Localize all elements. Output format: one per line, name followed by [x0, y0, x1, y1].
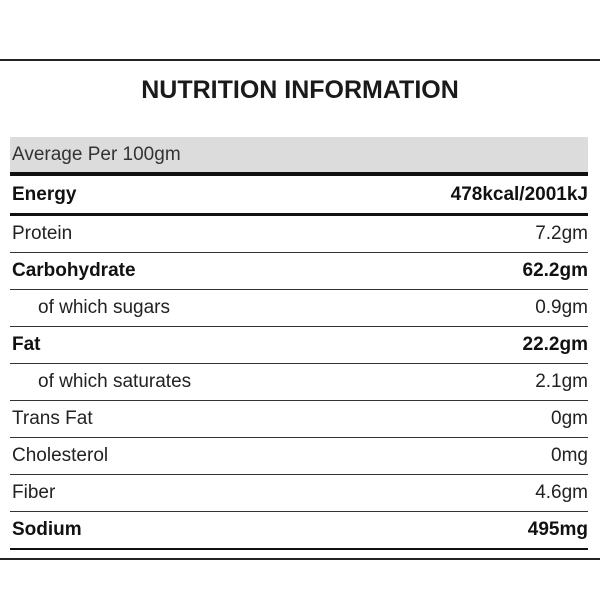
- row-label: Sodium: [12, 519, 82, 540]
- row-value: 7.2gm: [535, 223, 588, 244]
- table-header: Average Per 100gm: [10, 137, 588, 176]
- row-label: Energy: [12, 184, 77, 205]
- row-label: Trans Fat: [12, 408, 93, 429]
- row-label: Fat: [12, 334, 41, 355]
- row-label: Cholesterol: [12, 445, 109, 466]
- row-value: 495mg: [527, 519, 588, 540]
- row-value: 22.2gm: [522, 334, 588, 355]
- row-value: 0mg: [551, 445, 588, 466]
- table-row: of which sugars 0.9gm: [10, 290, 588, 327]
- row-label: of which saturates: [38, 371, 192, 392]
- row-value: 478kcal/2001kJ: [450, 184, 588, 205]
- table-row: Carbohydrate 62.2gm: [10, 253, 588, 290]
- nutrition-table: Average Per 100gm Energy 478kcal/2001kJ Pr…: [10, 137, 588, 550]
- top-rule: [0, 59, 600, 61]
- table-row: Trans Fat 0gm: [10, 401, 588, 438]
- row-value: 62.2gm: [522, 260, 588, 281]
- table-row: Fat 22.2gm: [10, 327, 588, 364]
- row-value: 0.9gm: [535, 297, 588, 318]
- table-row: Energy 478kcal/2001kJ: [10, 176, 588, 216]
- row-value: 2.1gm: [535, 371, 588, 392]
- row-label: Protein: [12, 223, 73, 244]
- row-value: 4.6gm: [535, 482, 588, 503]
- table-row: Protein 7.2gm: [10, 216, 588, 253]
- title: NUTRITION INFORMATION: [141, 76, 459, 104]
- row-label: Carbohydrate: [12, 260, 136, 281]
- bottom-rule: [0, 558, 600, 560]
- row-value: 0gm: [551, 408, 588, 429]
- table-row: of which saturates 2.1gm: [10, 364, 588, 401]
- row-label: of which sugars: [38, 297, 171, 318]
- table-row: Cholesterol 0mg: [10, 438, 588, 475]
- table-row: Fiber 4.6gm: [10, 475, 588, 512]
- table-row: Sodium 495mg: [10, 512, 588, 550]
- row-label: Fiber: [12, 482, 56, 503]
